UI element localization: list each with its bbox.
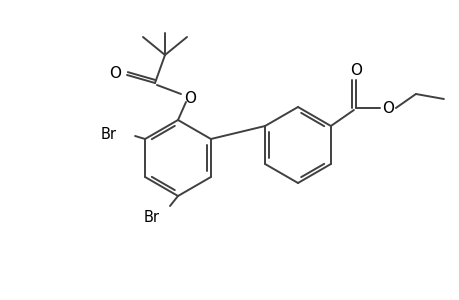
Text: O: O: [184, 91, 196, 106]
Text: Br: Br: [144, 211, 160, 226]
Text: O: O: [381, 100, 393, 116]
Text: O: O: [349, 62, 361, 77]
Text: O: O: [109, 65, 121, 80]
Text: Br: Br: [101, 127, 117, 142]
